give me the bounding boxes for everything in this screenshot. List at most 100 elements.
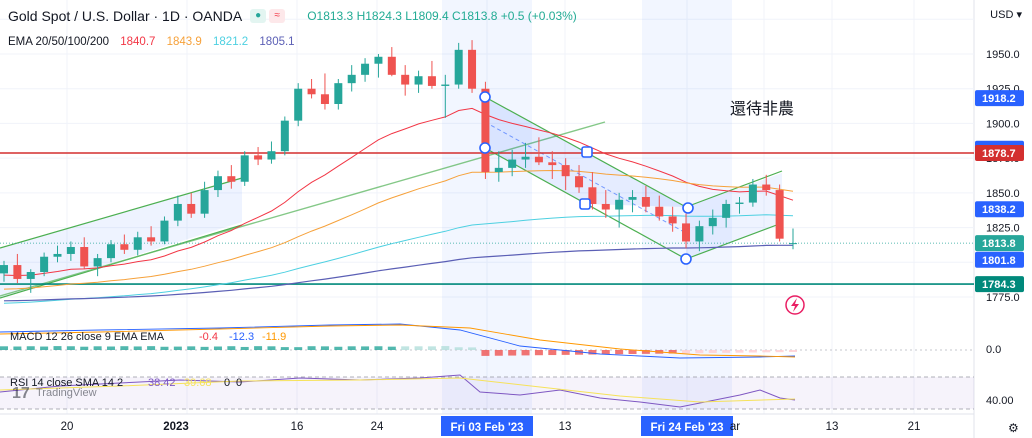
candle [789,243,797,245]
candle [160,220,169,242]
price-tick-label: 1825.0 [986,223,1020,235]
macd-bar [401,346,410,350]
macd-bar [708,350,717,354]
market-open-icon[interactable]: ● [250,9,267,23]
macd-bar [106,346,115,350]
price-label [975,201,1024,218]
candle [615,199,624,210]
macd-bar [254,346,263,350]
price-label [975,251,1024,268]
lightning-icon[interactable] [785,295,805,315]
candle [695,226,704,242]
macd-bar [508,350,517,356]
time-axis: 20 2023 16 24 Fri 03 Feb '23 13 Fri 24 Feb '23… [0,413,974,436]
macd-title[interactable]: MACD 12 26 close 9 EMA EMA [10,331,165,343]
macd-bar [748,350,757,353]
macd-bar [668,350,677,354]
macd-bar [120,346,129,350]
change-value: +0.5 (+0.03%) [500,9,577,23]
anchor-point [479,91,491,103]
macd-value-1: -0.4 [199,331,218,343]
candle [387,56,396,75]
ema-title[interactable]: EMA 20/50/100/200 [8,36,110,48]
macd-bar [534,350,543,356]
time-tick-label: 16 [291,421,304,433]
channel-3-bottom [685,222,783,260]
low-value: L1809.4 [405,9,449,23]
candle [441,84,450,86]
settings-gear-icon[interactable]: ⚙ [1008,421,1019,435]
time-tick-label: 13 [826,421,839,433]
macd-bar [575,350,584,355]
currency-selector[interactable]: USD ▾ [990,8,1022,21]
price-label [975,235,1024,252]
candle [320,94,329,104]
macd-value-3: -11.9 [262,331,286,343]
candle [187,203,196,214]
macd-bar [173,346,182,350]
price-label-text: 1813.8 [982,238,1016,250]
high-value: H1824.3 [356,9,402,23]
time-label-box [441,416,533,436]
price-tick-label: 1900.0 [986,118,1020,130]
macd-bar [775,350,784,353]
price-label [975,90,1024,107]
rsi-sma-line [0,377,796,403]
time-tick-label: 24 [371,421,384,433]
candle [427,76,436,86]
ema200-value: 1805.1 [259,36,295,48]
rsi-value-1: 38.42 [148,377,176,389]
macd-bar [0,346,8,350]
candle [748,184,757,203]
candle [575,176,584,188]
candle [254,155,263,160]
ema-legend[interactable]: EMA 20/50/100/200 1840.7 1843.9 1821.2 1… [8,36,303,48]
candles [0,40,797,293]
channel-1-top [0,177,243,249]
ema50-value: 1843.9 [166,36,202,48]
anchor-point [479,142,491,154]
candle [93,258,102,267]
price-tick-label: 1775.0 [986,292,1020,304]
macd-axis-tick: 0.0 [986,344,1001,356]
price-label-text: 1878.7 [982,148,1016,160]
candle [173,203,182,221]
macd-bar [213,346,222,350]
candle [0,265,8,274]
candle [655,206,664,217]
candle [561,165,570,177]
candle [762,184,771,191]
rsi-value-4: 0 [236,377,242,389]
candle [588,187,597,204]
candle [307,88,316,95]
chart-annotation[interactable]: 還待非農 [730,99,794,118]
macd-signal-line [0,324,796,358]
macd-bar [615,350,624,355]
tradingview-logo: 17 TradingView [12,385,97,402]
candle [708,217,717,227]
macd-bar [454,347,463,350]
time-label-highlight: Fri 24 Feb '23 [650,422,723,434]
candle [280,120,289,152]
candle [13,265,22,279]
macd-bar [628,350,637,355]
candle [508,159,517,168]
macd-bar [494,350,503,356]
candle [548,162,557,166]
macd-bar [53,346,62,350]
time-tick-label: 13 [559,421,572,433]
status-pills[interactable]: ● ≈ [250,9,286,23]
data-delay-icon[interactable]: ≈ [269,9,286,23]
macd-bar [374,346,383,350]
macd-bar [40,346,49,350]
candle [401,74,410,85]
rsi-value-2: 39.68 [184,377,212,389]
candle [240,155,249,182]
candle [668,216,677,224]
macd-bar [441,346,450,350]
symbol-title[interactable]: Gold Spot / U.S. Dollar · 1D · OANDA [8,8,243,24]
rsi-title[interactable]: RSI 14 close SMA 14 2 [10,377,123,389]
macd-bar [320,346,329,350]
candle [534,156,543,163]
